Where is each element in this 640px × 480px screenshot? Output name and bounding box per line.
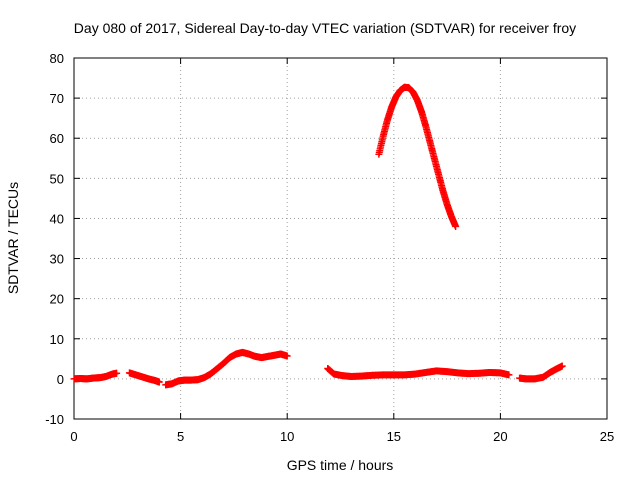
y-tick-label: 40 xyxy=(50,211,64,226)
y-tick-label: 50 xyxy=(50,171,64,186)
data-point xyxy=(558,362,566,370)
chart-title: Day 080 of 2017, Sidereal Day-to-day VTE… xyxy=(74,20,576,36)
x-axis-label: GPS time / hours xyxy=(287,457,394,473)
plot-frame xyxy=(73,57,608,420)
x-tick-label: 25 xyxy=(600,429,614,444)
data-point xyxy=(113,369,121,377)
data-point xyxy=(505,371,513,379)
data-point xyxy=(283,352,291,360)
y-tick-label: 20 xyxy=(50,292,64,307)
x-tick-label: 15 xyxy=(387,429,401,444)
x-tick-label: 5 xyxy=(177,429,184,444)
x-tick-label: 0 xyxy=(70,429,77,444)
series-seg4 xyxy=(324,364,513,380)
data-points xyxy=(70,83,566,389)
tick-labels: 0 5 10 15 20 25 -10 0 10 20 30 40 50 60 70 80 xyxy=(45,51,614,444)
y-tick-label: 30 xyxy=(50,252,64,267)
grid xyxy=(74,58,607,419)
series-seg3 xyxy=(162,348,291,389)
x-tick-label: 20 xyxy=(493,429,507,444)
series-seg5 xyxy=(516,362,566,383)
y-tick-label: 60 xyxy=(50,131,64,146)
x-tick-label: 10 xyxy=(280,429,294,444)
y-tick-label: 0 xyxy=(57,372,64,387)
data-point xyxy=(155,378,163,386)
axis-ticks xyxy=(73,57,608,420)
series-seg1 xyxy=(70,369,121,383)
data-point xyxy=(452,222,460,230)
y-tick-label: 80 xyxy=(50,51,64,66)
y-axis-label: SDTVAR / TECUs xyxy=(5,182,21,294)
series-seg6 xyxy=(375,83,460,230)
y-tick-label: 10 xyxy=(50,332,64,347)
series-seg2 xyxy=(125,369,163,386)
y-tick-label: -10 xyxy=(45,412,64,427)
y-tick-label: 70 xyxy=(50,91,64,106)
